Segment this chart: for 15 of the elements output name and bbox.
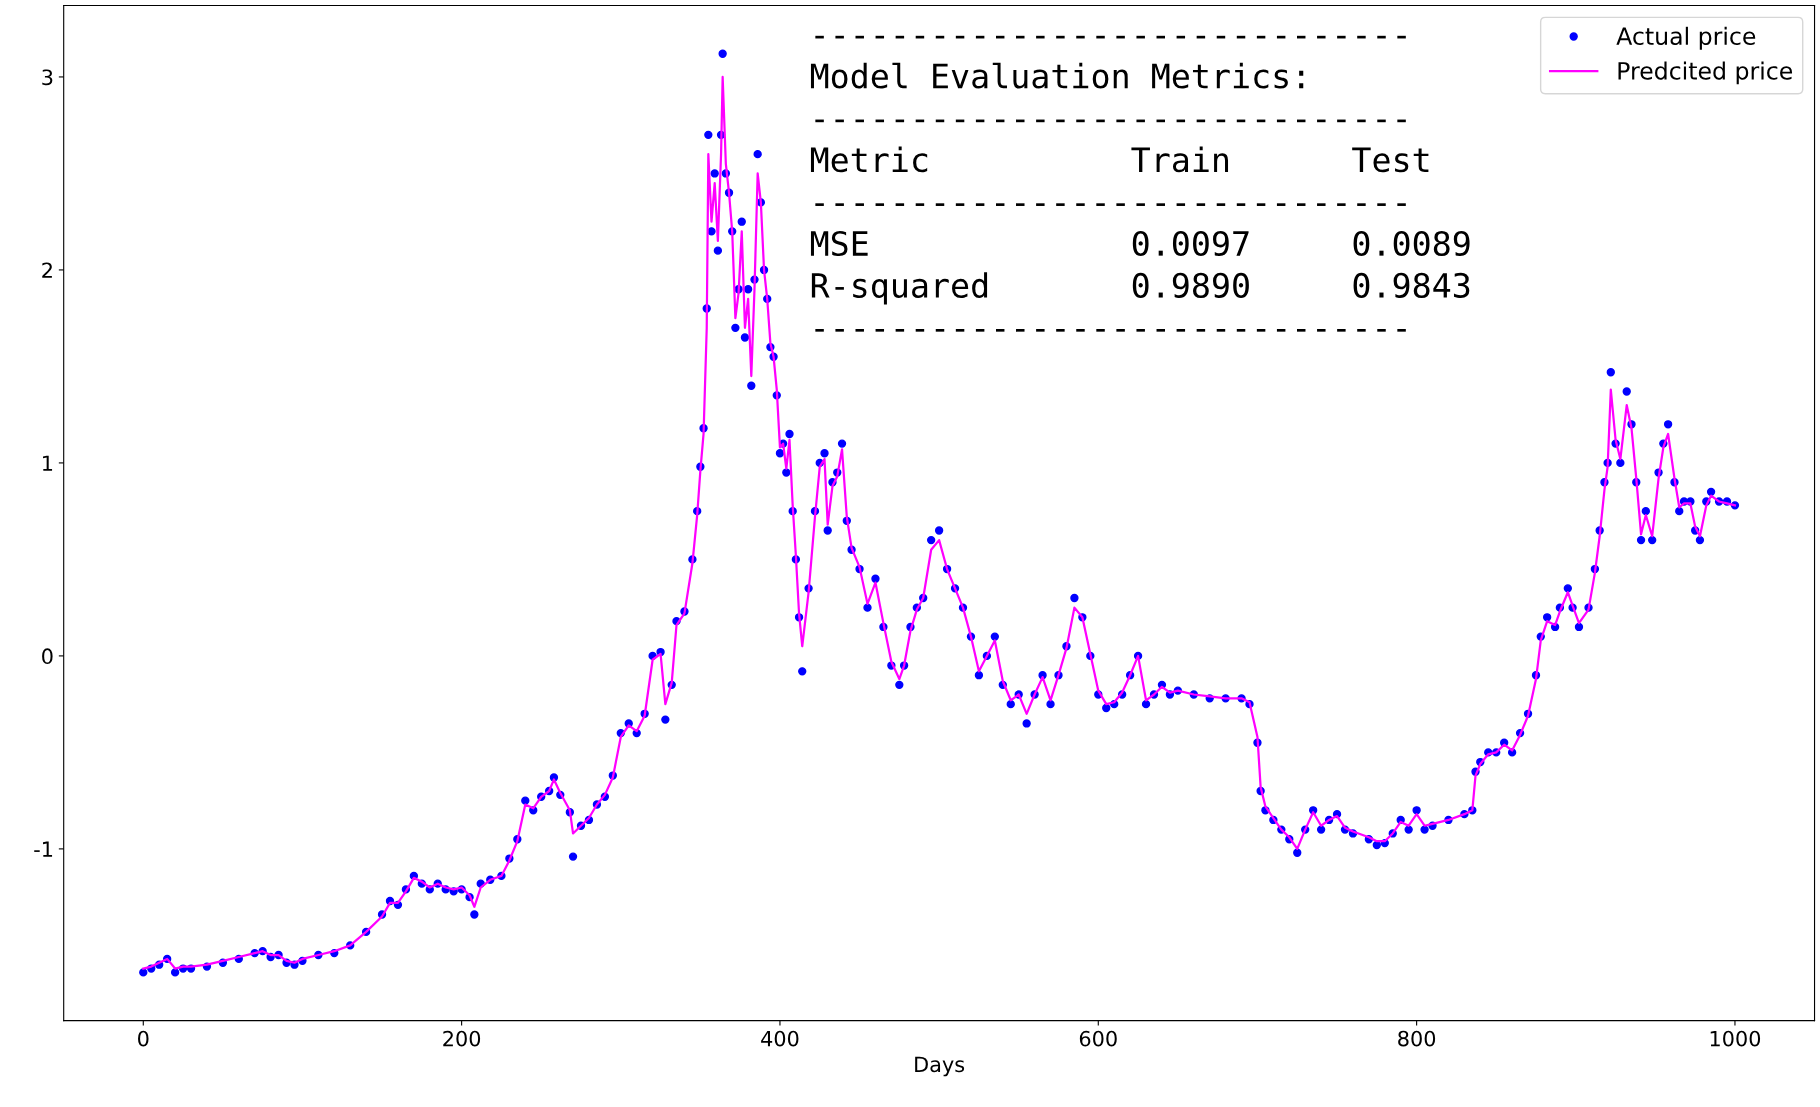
legend-label: Predcited price: [1618, 61, 1793, 85]
x-axis-title: Days: [915, 1056, 965, 1077]
y-tick-label: 2: [42, 262, 52, 278]
y-tick-label: -1: [34, 841, 53, 857]
y-tick-label: 3: [42, 69, 53, 86]
x-tick-label: 1000: [1710, 1030, 1761, 1047]
y-tick-label: 0: [42, 648, 53, 665]
x-tick-label: 400: [761, 1030, 799, 1047]
y-tick-label: 1: [43, 455, 53, 471]
legend-label: Actual price: [1616, 26, 1756, 50]
x-tick-label: 800: [1398, 1030, 1436, 1047]
x-tick-label: 600: [1079, 1030, 1117, 1047]
x-tick-label: 0: [138, 1030, 149, 1047]
x-tick-label: 200: [443, 1030, 481, 1047]
annotation: ------------------------------ Model Evaluation Metrics: ------------------------------ Metric Train Test ------------------------------ MSE 0.0097 0.0089 R-squared 0.9890 0.9843 ------------------------------: [810, 35, 1470, 332]
